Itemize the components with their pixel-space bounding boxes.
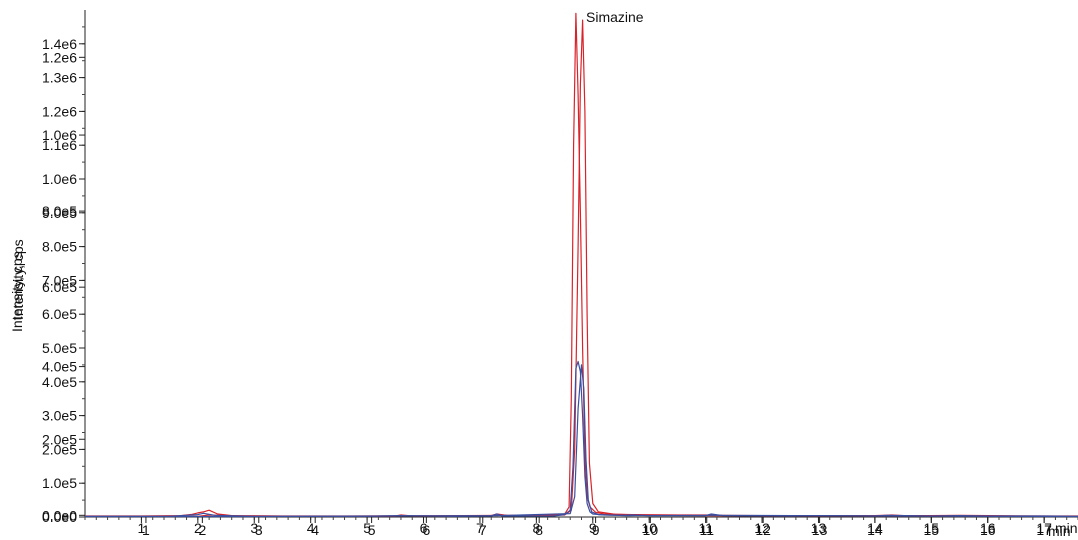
x-tick-label: 12 — [754, 520, 770, 536]
x-overlay-tick-label: 7 — [479, 522, 487, 538]
y-tick-label: 1.2e6 — [42, 103, 77, 119]
y-tick-label: 9.0e5 — [42, 205, 77, 221]
y-overlay-tick-label: 8.0e5 — [42, 203, 77, 219]
y-tick-label: 5.0e5 — [42, 340, 77, 356]
x-overlay-tick-label: 15 — [924, 522, 940, 538]
x-overlay-tick-label: 6 — [422, 522, 430, 538]
y-tick-label: 8.0e5 — [42, 239, 77, 255]
x-overlay-tick-label: 4 — [311, 522, 319, 538]
x-tick-label: 8 — [532, 520, 540, 536]
chart-series — [85, 12, 1078, 518]
x-overlay-tick-label: 2 — [198, 522, 206, 538]
x-tick-label: 7 — [476, 520, 484, 536]
y-overlay-tick-label: 2.0e5 — [42, 431, 77, 447]
x-axis-label: min — [1048, 523, 1071, 539]
chart-ticks: 0.0e01.0e52.0e53.0e54.0e55.0e56.0e57.0e5… — [42, 26, 1078, 538]
x-tick-label: 16 — [980, 520, 996, 536]
peak-annotation: Simazine — [586, 9, 644, 25]
y-overlay-tick-label: 4.0e5 — [42, 359, 77, 375]
y-tick-label: 6.0e5 — [42, 306, 77, 322]
x-tick-label: 17 — [1036, 520, 1052, 536]
x-overlay-tick-label: 11 — [699, 522, 714, 538]
y-axis-label-overlay: Intensity, cps — [10, 239, 26, 320]
x-overlay-tick-label: 1 — [142, 522, 150, 538]
y-tick-label: 1.0e5 — [42, 475, 77, 491]
y-tick-label: 0.0e0 — [42, 509, 77, 525]
x-overlay-tick-label: 14 — [867, 522, 883, 538]
x-overlay-tick-label: 9 — [592, 522, 600, 538]
series-line-4 — [85, 364, 1078, 518]
x-overlay-tick-label: 8 — [535, 522, 543, 538]
series-line-1 — [85, 12, 1078, 517]
x-overlay-tick-label: 16 — [980, 522, 996, 538]
y-tick-label: 1.1e6 — [42, 137, 77, 153]
x-tick-label: 6 — [420, 520, 428, 536]
x-overlay-tick-label: 13 — [812, 522, 828, 538]
y-tick-label: 3.0e5 — [42, 408, 77, 424]
x-overlay-tick-label: 17 — [1036, 522, 1052, 538]
chart-labels: Simazine — [586, 9, 644, 25]
y-overlay-tick-label: 1.0e6 — [42, 127, 77, 143]
y-axis-label: Intensity, cps — [9, 251, 25, 332]
y-tick-label: 1.0e6 — [42, 171, 77, 187]
series-line-3 — [85, 360, 1078, 517]
y-tick-label: 1.4e6 — [42, 36, 77, 52]
y-tick-label: 7.0e5 — [42, 272, 77, 288]
x-tick-label: 5 — [363, 520, 371, 536]
x-overlay-tick-label: 3 — [255, 522, 263, 538]
y-overlay-tick-label: 0.0e0 — [42, 507, 77, 523]
x-tick-label: 14 — [867, 520, 883, 536]
x-axis-label-overlay: min — [1055, 520, 1078, 536]
x-tick-label: 3 — [250, 520, 258, 536]
x-overlay-tick-label: 10 — [643, 522, 659, 538]
x-overlay-tick-label: 12 — [755, 522, 771, 538]
x-tick-label: 9 — [589, 520, 597, 536]
x-tick-label: 11 — [698, 520, 713, 536]
x-tick-label: 15 — [924, 520, 940, 536]
x-tick-label: 1 — [138, 520, 146, 536]
y-tick-label: 4.0e5 — [42, 374, 77, 390]
x-overlay-tick-label: 5 — [368, 522, 376, 538]
y-overlay-tick-label: 6.0e5 — [42, 279, 77, 295]
y-overlay-tick-label: 1.2e6 — [42, 49, 77, 65]
x-tick-label: 13 — [811, 520, 827, 536]
y-tick-label: 1.3e6 — [42, 70, 77, 86]
y-tick-label: 2.0e5 — [42, 441, 77, 457]
x-tick-label: 4 — [307, 520, 315, 536]
x-tick-label: 2 — [194, 520, 202, 536]
x-tick-label: 10 — [641, 520, 657, 536]
